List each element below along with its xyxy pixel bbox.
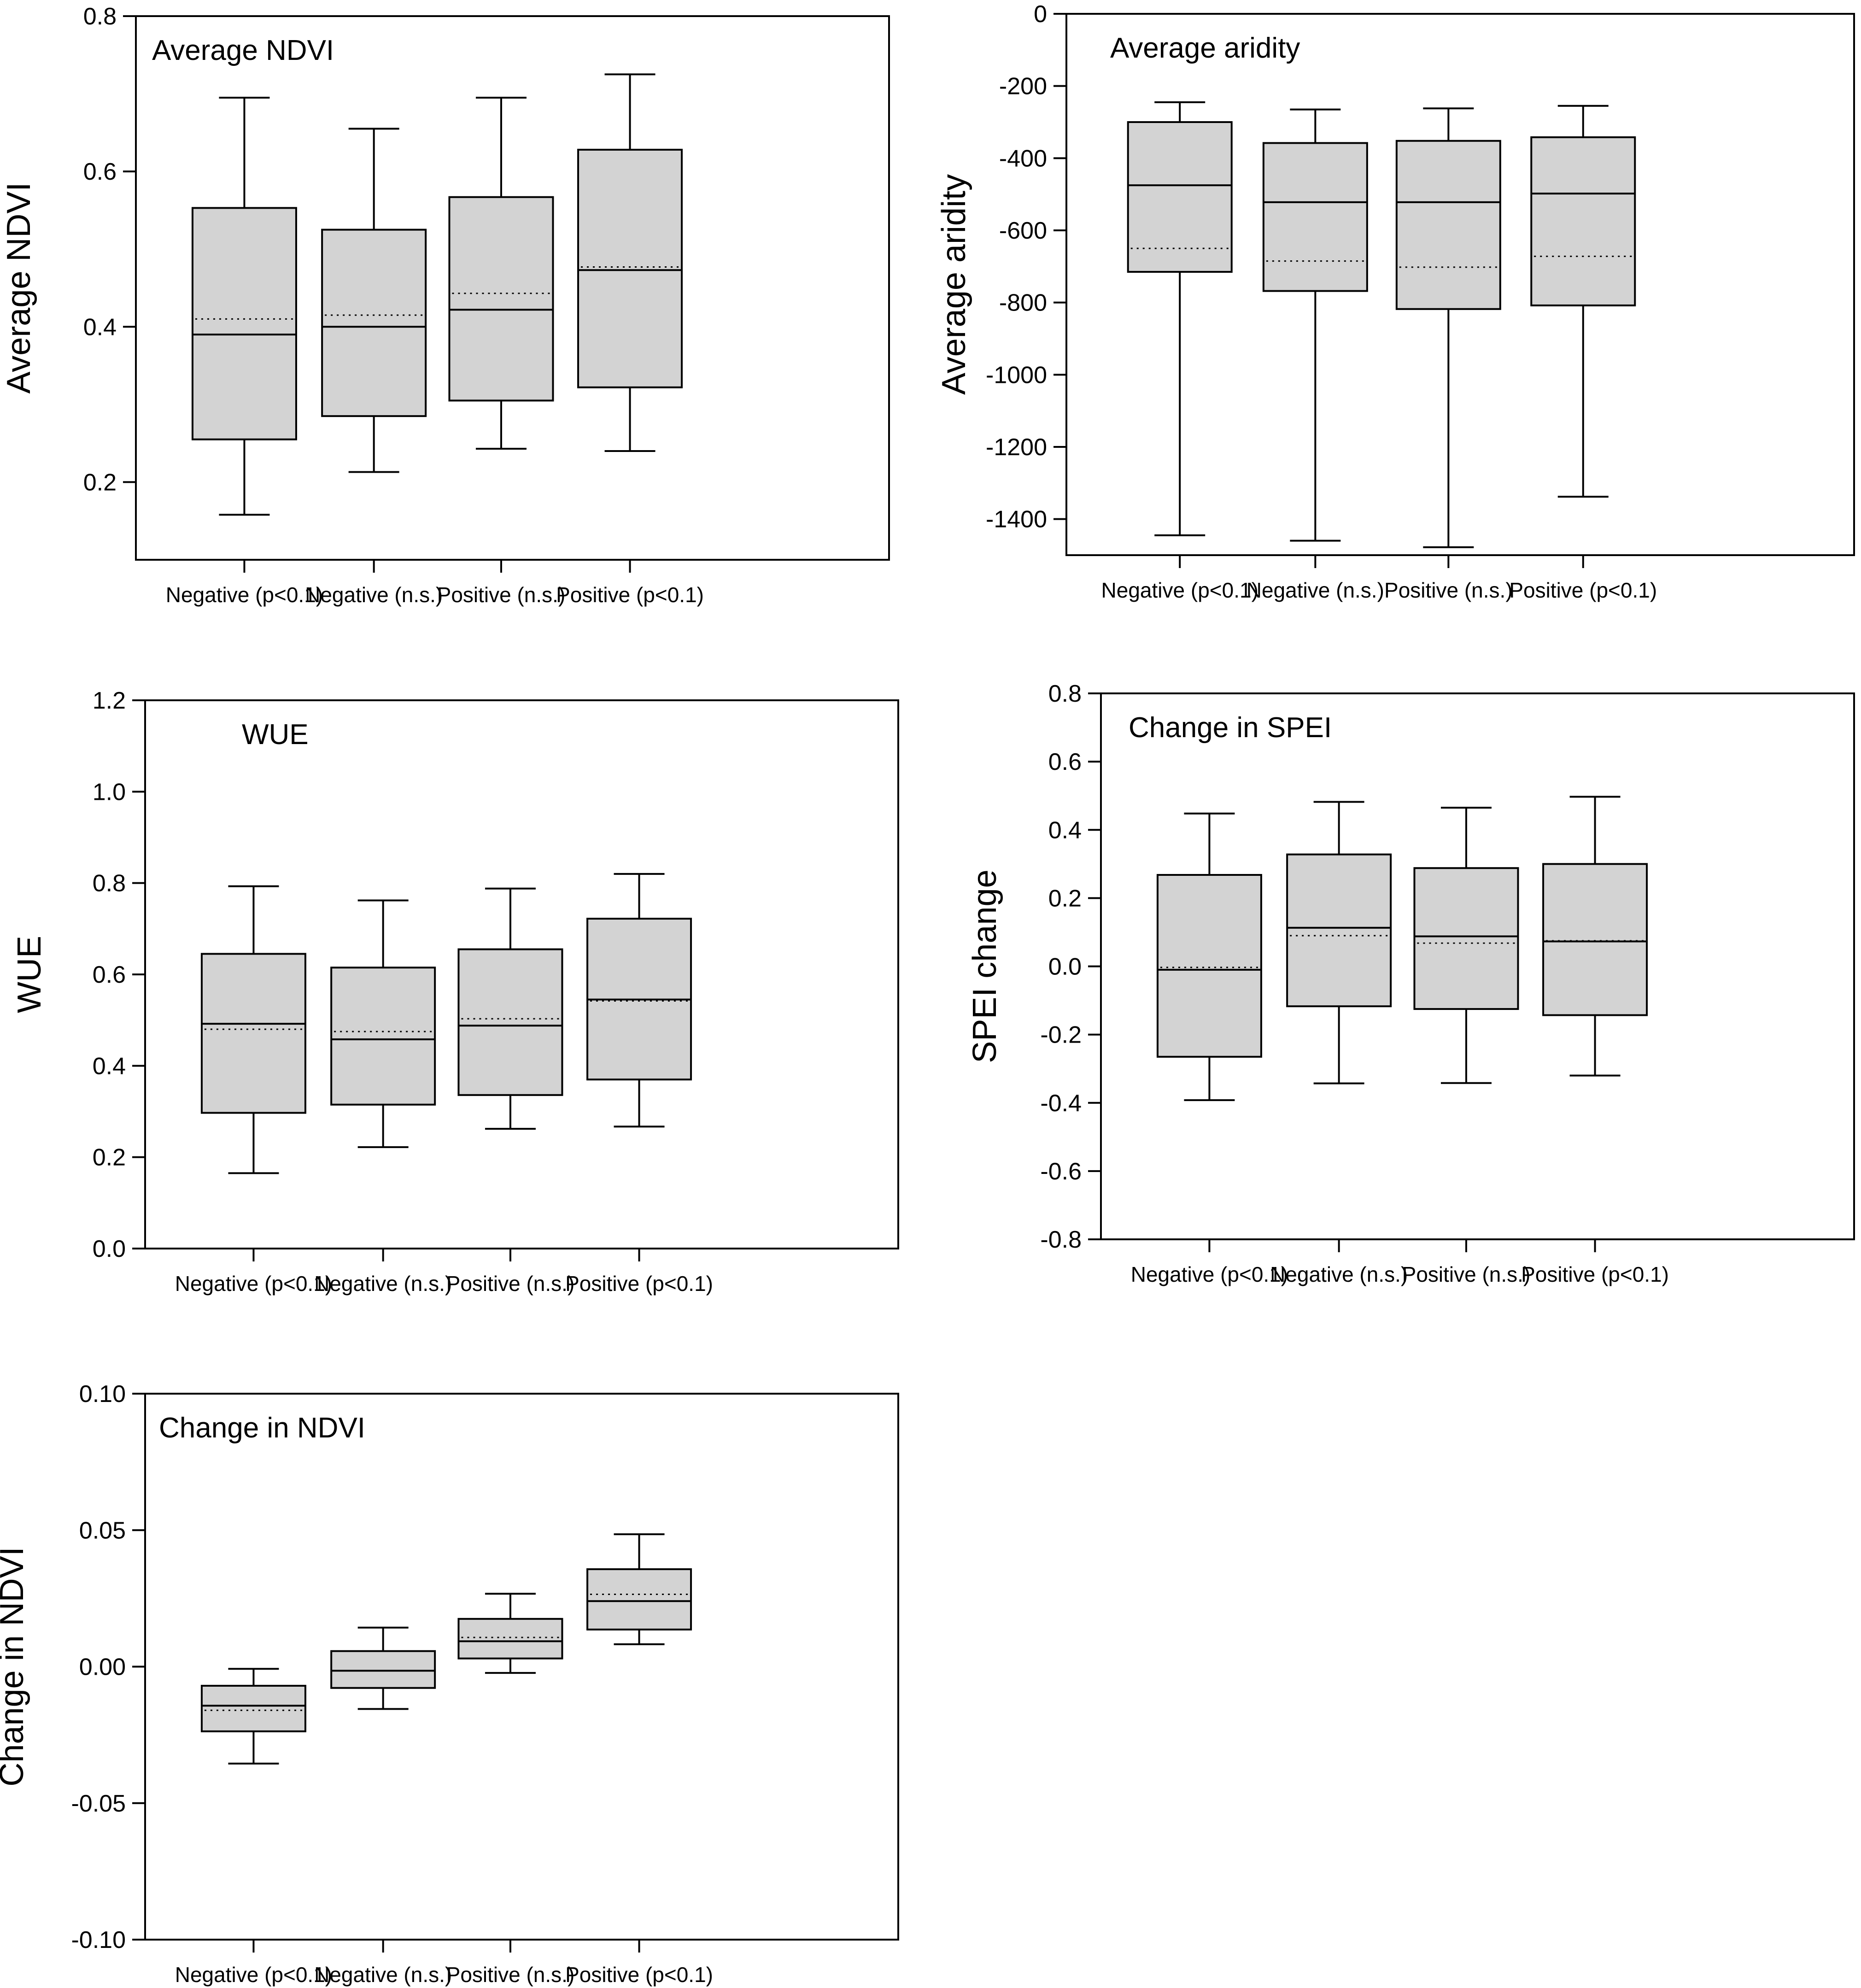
x-tick-label: Positive (n.s.): [446, 1963, 575, 1987]
x-tick-label: Positive (n.s.): [437, 583, 566, 607]
x-tick-label: Positive (p<0.1): [565, 1963, 713, 1987]
x-tick-label: Positive (p<0.1): [556, 583, 704, 607]
y-axis-title: WUE: [11, 936, 48, 1013]
x-tick-label: Negative (n.s.): [314, 1963, 452, 1987]
y-tick-label: -0.4: [1040, 1090, 1082, 1117]
x-tick-label: Positive (n.s.): [1384, 578, 1513, 602]
box: [457, 1618, 563, 1660]
box: [200, 1684, 306, 1732]
plot-frame: [1065, 13, 1855, 556]
y-tick-label: 0.0: [1048, 954, 1082, 980]
y-tick-label: -0.10: [71, 1927, 126, 1953]
box: [191, 207, 297, 440]
box: [586, 1568, 692, 1630]
y-tick-label: -600: [999, 217, 1047, 244]
x-tick-label: Negative (n.s.): [1270, 1262, 1408, 1286]
x-tick-label: Negative (n.s.): [314, 1272, 452, 1296]
chart-panel: 0.8 0.6 0.4 0.2 0.0 -0.2 -0.4 -0.6 -0.8 SPEI chan…: [966, 680, 1855, 1286]
box: [1413, 867, 1519, 1010]
y-tick-label: -800: [999, 290, 1047, 317]
y-tick-label: 0.8: [93, 870, 126, 897]
y-tick-label: -0.05: [71, 1790, 126, 1817]
y-tick-label: 0.2: [1048, 885, 1082, 912]
y-tick-label: 0.8: [83, 3, 117, 30]
y-tick-label: -0.2: [1040, 1022, 1082, 1049]
y-tick-label: -1400: [986, 506, 1047, 533]
plot-frame: [135, 15, 890, 561]
x-tick-label: Negative (p<0.1): [166, 583, 323, 607]
x-tick-label: Negative (p<0.1): [175, 1963, 332, 1987]
chart-panel: 0.10 0.05 0.00 -0.05 -0.10 Change in NDVI Chan…: [0, 1381, 899, 1987]
box: [1262, 142, 1368, 292]
y-tick-label: 0.0: [93, 1236, 126, 1262]
chart-panel: 0 -200 -400 -600 -800 -1000 -1200 -1400 Average …: [936, 1, 1855, 602]
y-tick-label: 0.6: [83, 158, 117, 185]
y-tick-label: 0.05: [79, 1517, 126, 1544]
y-axis-title: Change in NDVI: [0, 1547, 30, 1786]
box: [457, 948, 563, 1096]
y-tick-label: 0.6: [93, 962, 126, 988]
x-tick-label: Negative (n.s.): [1247, 578, 1384, 602]
y-tick-label: 0.2: [83, 469, 117, 496]
y-tick-label: -1000: [986, 362, 1047, 388]
y-tick-label: -0.6: [1040, 1158, 1082, 1185]
y-tick-label: -400: [999, 145, 1047, 172]
y-tick-label: 0.8: [1048, 680, 1082, 707]
panel-title: WUE: [242, 719, 309, 751]
x-tick-label: Positive (p<0.1): [565, 1272, 713, 1296]
box: [1530, 136, 1636, 306]
y-tick-label: -200: [999, 73, 1047, 100]
y-axis-title: Average aridity: [936, 174, 972, 395]
panel-title: Change in SPEI: [1129, 712, 1332, 744]
x-tick-label: Positive (p<0.1): [1509, 578, 1657, 602]
panel-title: Change in NDVI: [159, 1412, 365, 1444]
box: [330, 967, 436, 1106]
x-tick-label: Positive (n.s.): [446, 1272, 575, 1296]
chart-panel: 0.0 0.2 0.4 0.6 0.8 1.0 1.2 WUE WUE Negative (p<0…: [11, 687, 899, 1296]
plot-frame: [144, 1393, 899, 1941]
x-tick-label: Positive (p<0.1): [1521, 1262, 1669, 1286]
box: [200, 953, 306, 1114]
box: [330, 1650, 436, 1689]
x-tick-label: Positive (n.s.): [1402, 1262, 1531, 1286]
y-tick-label: -0.8: [1040, 1226, 1082, 1253]
y-tick-label: 0.4: [93, 1053, 126, 1079]
box: [577, 148, 683, 388]
x-tick-label: Negative (p<0.1): [175, 1272, 332, 1296]
y-axis-title: SPEI change: [966, 869, 1003, 1063]
box: [1156, 874, 1262, 1058]
y-tick-label: 0.10: [79, 1381, 126, 1407]
box: [321, 229, 427, 417]
x-tick-label: Negative (n.s.): [305, 583, 443, 607]
panel-title: Average NDVI: [152, 35, 334, 66]
y-tick-label: -1200: [986, 434, 1047, 461]
y-tick-label: 1.2: [93, 687, 126, 714]
y-tick-label: 1.0: [93, 779, 126, 805]
y-axis-title: Average NDVI: [0, 182, 37, 394]
x-tick-label: Negative (p<0.1): [1131, 1262, 1288, 1286]
y-tick-label: 0.00: [79, 1654, 126, 1681]
y-tick-label: 0.4: [83, 314, 117, 340]
y-tick-label: 0.2: [93, 1144, 126, 1171]
y-tick-label: 0.4: [1048, 817, 1082, 844]
x-tick-label: Negative (p<0.1): [1101, 578, 1258, 602]
panel-title: Average aridity: [1110, 32, 1300, 64]
box: [1286, 853, 1392, 1008]
y-tick-label: 0: [1034, 1, 1047, 28]
y-tick-label: 0.6: [1048, 749, 1082, 775]
box: [1395, 140, 1501, 310]
chart-panel: 0.2 0.4 0.6 0.8 Average NDVI Average NDVI Nega…: [0, 3, 890, 607]
box: [448, 196, 554, 402]
box: [1542, 863, 1648, 1016]
box: [1127, 121, 1233, 273]
